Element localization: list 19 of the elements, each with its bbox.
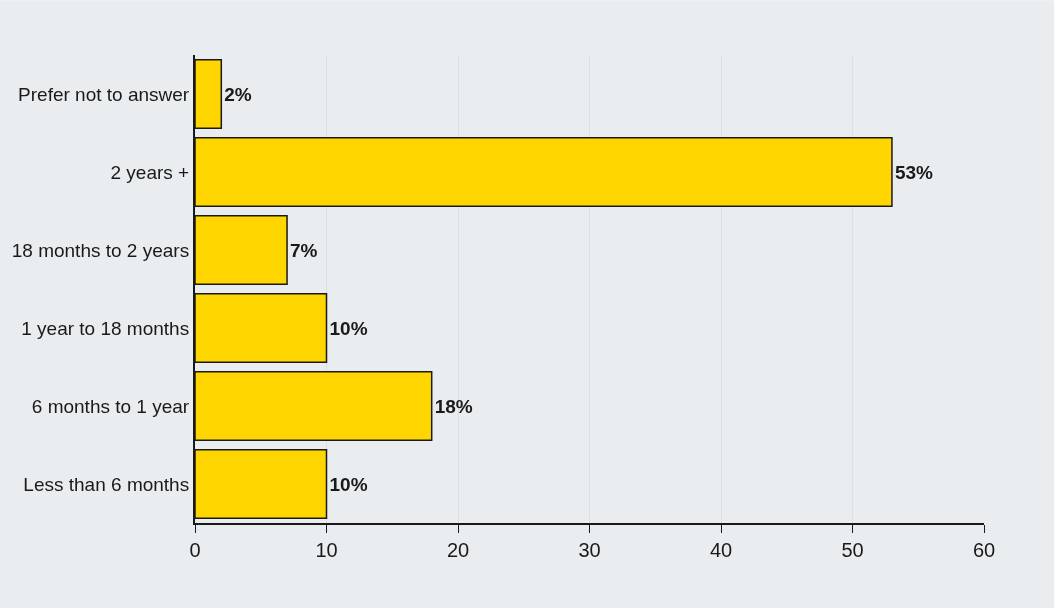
data-label: 10% <box>329 317 368 339</box>
x-tick-label: 40 <box>709 539 733 561</box>
y-tick-label: 18 months to 2 years <box>11 239 190 261</box>
data-label: 10% <box>329 473 368 495</box>
x-tick-label: 0 <box>189 539 201 561</box>
x-tick-label: 20 <box>446 539 470 561</box>
x-tick-label: 30 <box>578 539 601 561</box>
y-tick-label: Less than 6 months <box>23 473 190 495</box>
data-label: 7% <box>290 239 318 261</box>
y-tick-label: 2 years + <box>110 161 190 183</box>
y-tick-label: 6 months to 1 year <box>31 395 190 417</box>
data-label: 2% <box>224 83 252 105</box>
data-label: 18% <box>434 395 473 417</box>
data-label: 53% <box>894 161 934 183</box>
x-tick-label: 50 <box>841 539 864 561</box>
y-tick-label: 1 year to 18 months <box>21 317 190 339</box>
x-tick-label: 10 <box>315 539 338 561</box>
y-tick-label: Prefer not to answer <box>18 83 190 105</box>
x-tick-label: 60 <box>972 539 996 561</box>
